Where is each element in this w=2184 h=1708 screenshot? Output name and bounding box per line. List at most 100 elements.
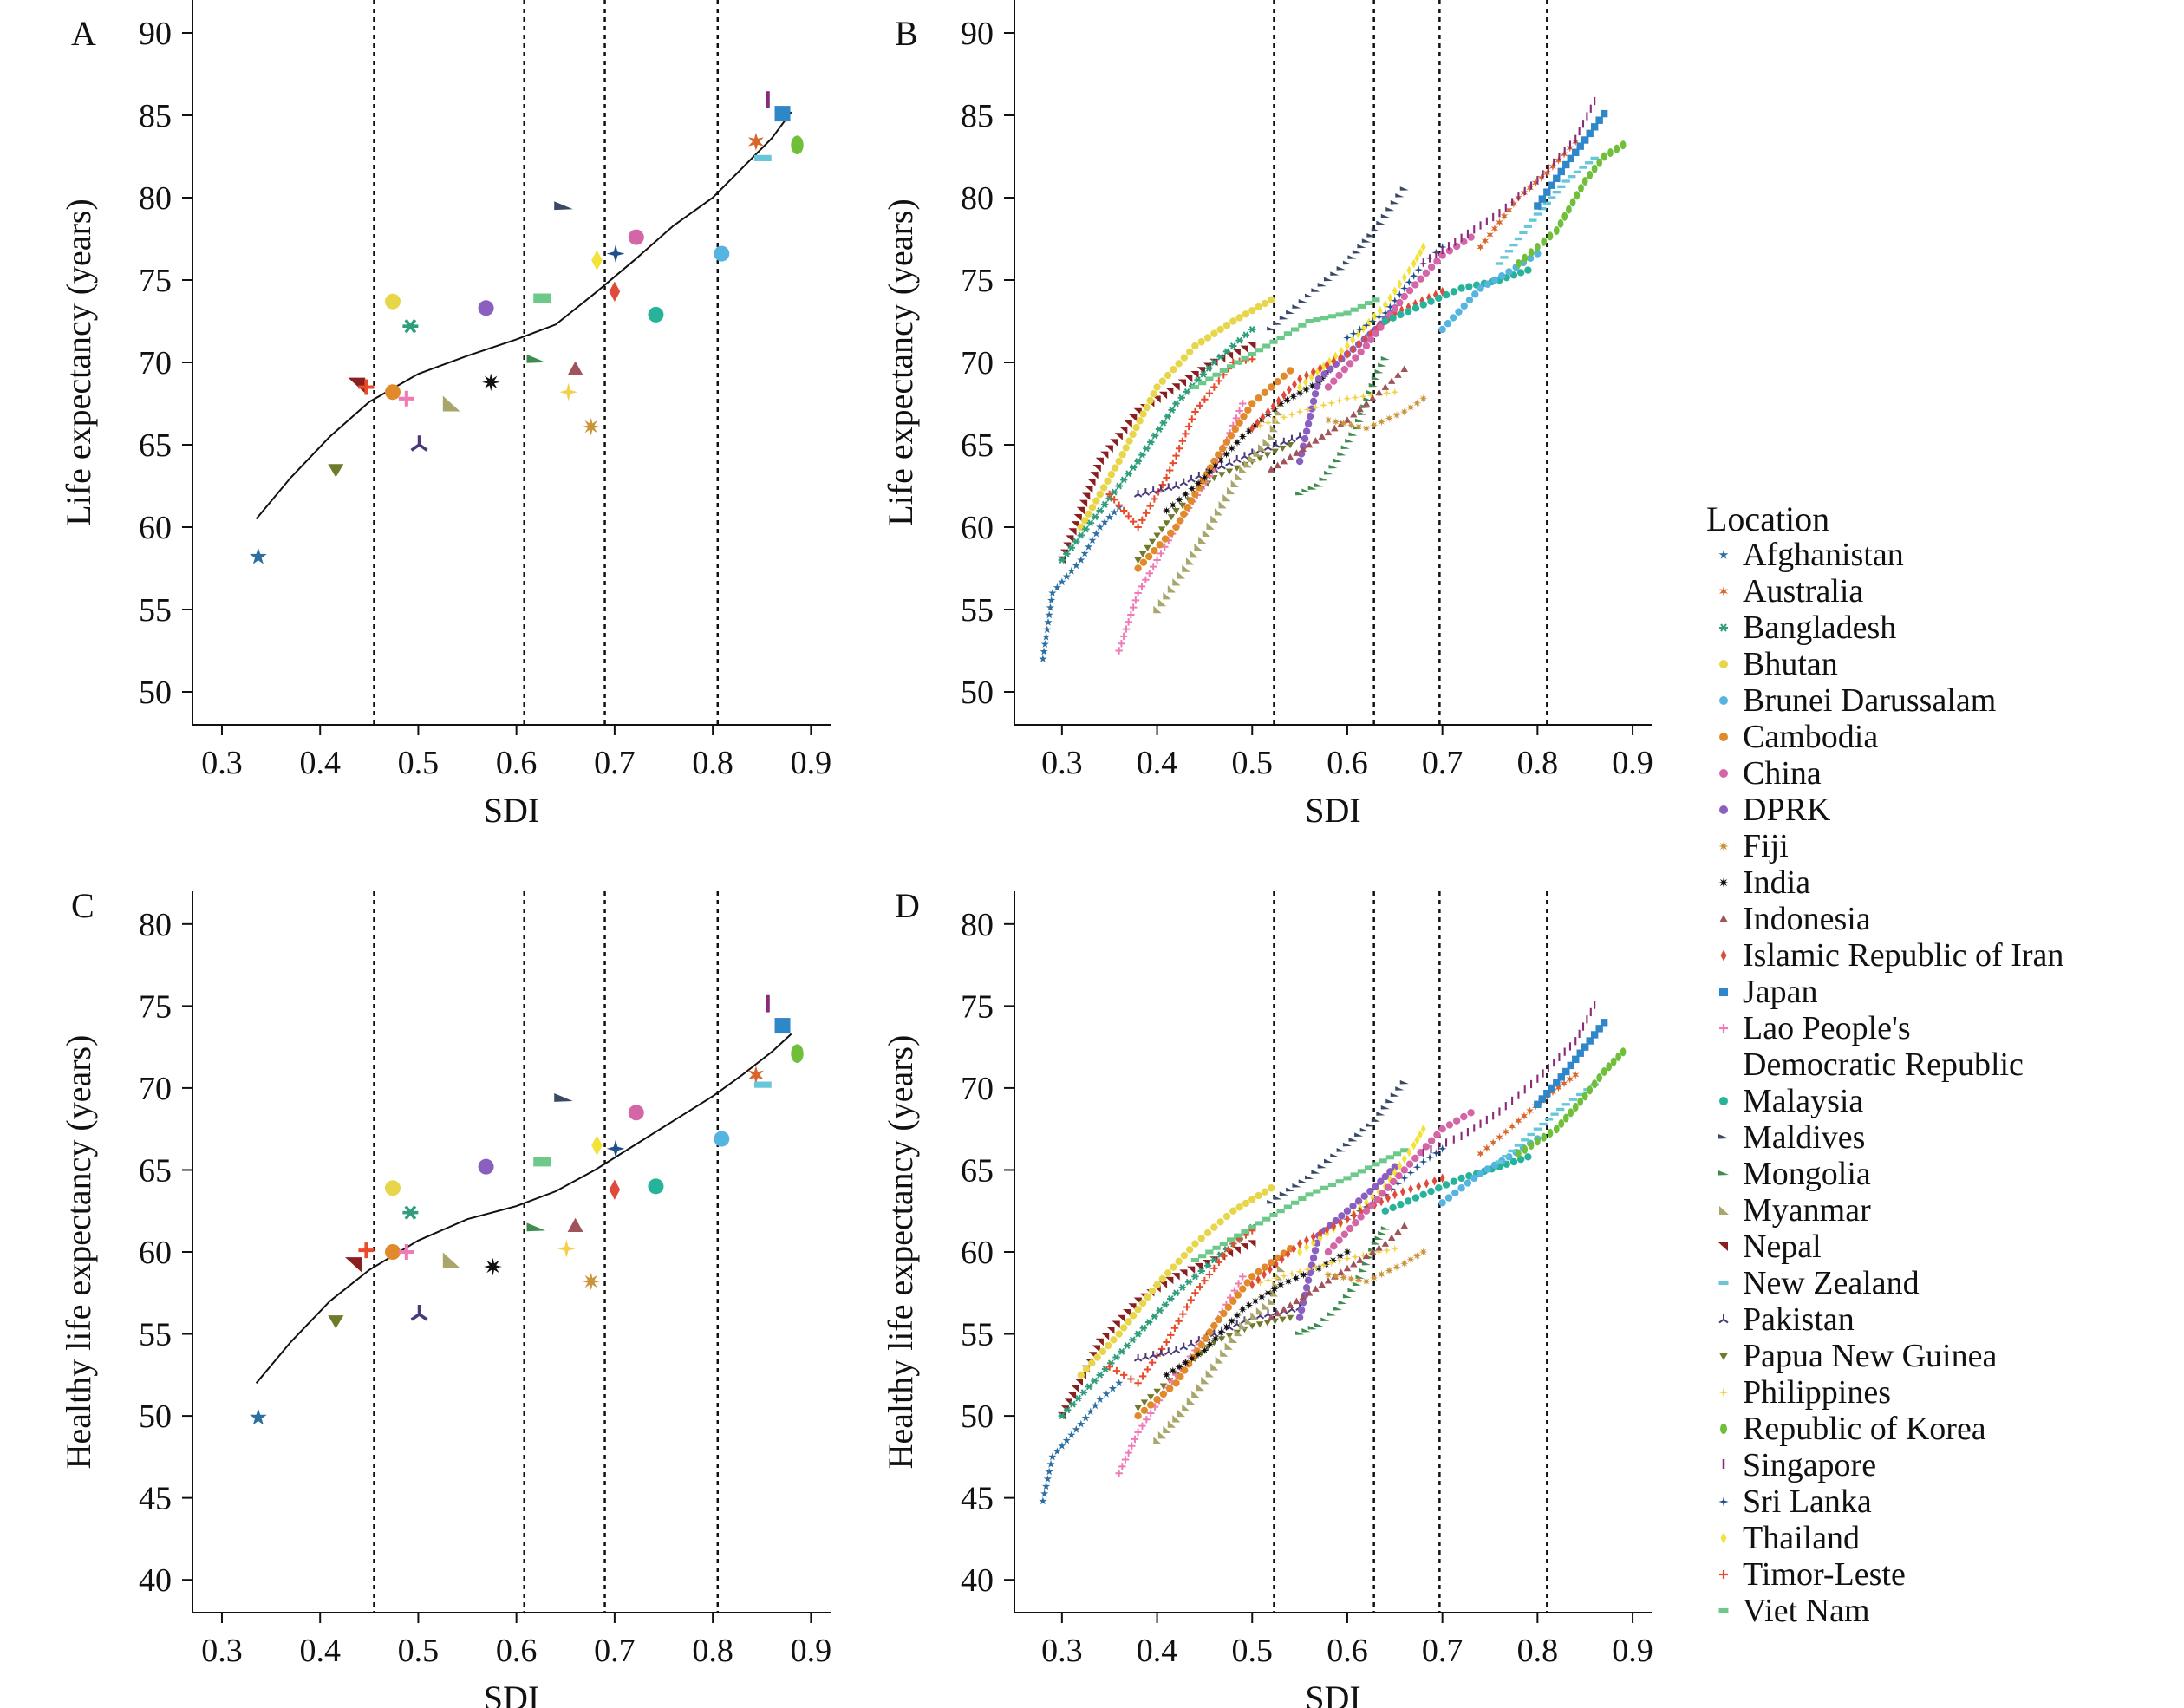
track-point bbox=[1283, 331, 1293, 336]
track-point bbox=[1395, 290, 1405, 299]
track-point bbox=[1177, 1372, 1184, 1381]
track-point bbox=[1399, 407, 1409, 416]
legend-item-viet-nam: Viet Nam bbox=[1718, 1593, 1870, 1629]
track-point bbox=[1191, 1240, 1199, 1248]
track-point bbox=[1196, 1383, 1204, 1392]
track-point bbox=[1125, 512, 1132, 520]
track-point bbox=[1406, 1147, 1412, 1157]
trend-line bbox=[255, 1033, 792, 1384]
track-point bbox=[1445, 247, 1454, 255]
x-tick-label: 0.6 bbox=[1327, 1633, 1368, 1669]
track-point bbox=[1125, 470, 1132, 478]
track-point bbox=[1190, 384, 1200, 390]
track-point bbox=[1230, 479, 1239, 487]
track-point bbox=[1255, 1268, 1262, 1276]
track-point bbox=[1317, 363, 1323, 374]
track-point bbox=[1198, 381, 1207, 386]
track-point bbox=[1380, 213, 1390, 218]
track-point bbox=[1122, 444, 1130, 452]
track-point bbox=[1164, 413, 1171, 420]
track-point bbox=[1229, 1207, 1237, 1215]
track-point bbox=[1539, 1122, 1548, 1126]
track-point bbox=[1298, 1196, 1307, 1202]
track-point bbox=[1118, 1463, 1126, 1470]
track-point bbox=[1107, 471, 1116, 479]
track-japan bbox=[1534, 109, 1608, 210]
track-point bbox=[1175, 445, 1183, 453]
track-point bbox=[1217, 461, 1226, 470]
track-point bbox=[1586, 1037, 1594, 1045]
y-axis-label: Healthy life expectancy (years) bbox=[881, 1035, 920, 1470]
track-point bbox=[1411, 1154, 1419, 1163]
track-point bbox=[1378, 362, 1387, 368]
legend-label: Indonesia bbox=[1743, 901, 1871, 937]
track-point bbox=[1138, 1372, 1147, 1380]
track-point bbox=[1345, 1214, 1350, 1224]
point-afghanistan bbox=[250, 1408, 267, 1425]
legend-label: Bhutan bbox=[1743, 646, 1838, 682]
track-point bbox=[1467, 1109, 1475, 1117]
track-point bbox=[1450, 1177, 1458, 1185]
point-indonesia bbox=[567, 1217, 583, 1232]
track-point bbox=[1068, 528, 1077, 536]
track-point bbox=[1366, 1187, 1374, 1196]
track-point bbox=[1129, 518, 1138, 525]
legend-title: Location bbox=[1706, 499, 1829, 538]
track-point bbox=[1331, 1221, 1337, 1231]
track-point bbox=[1411, 258, 1417, 269]
legend-marker bbox=[1719, 733, 1728, 741]
track-point bbox=[1471, 290, 1479, 298]
track-point bbox=[1427, 1137, 1436, 1144]
track-point bbox=[1138, 583, 1146, 590]
track-point bbox=[1548, 196, 1556, 199]
track-point bbox=[1307, 1325, 1317, 1330]
track-point bbox=[1100, 518, 1109, 526]
track-point bbox=[1172, 523, 1180, 531]
track-point bbox=[1367, 1201, 1376, 1209]
track-point bbox=[1552, 190, 1561, 194]
track-japan bbox=[1534, 1019, 1608, 1109]
track-point bbox=[1224, 352, 1234, 360]
track-point bbox=[1159, 1390, 1168, 1398]
track-point bbox=[1455, 308, 1463, 316]
track-afghanistan bbox=[1039, 1379, 1124, 1505]
track-point bbox=[1153, 383, 1161, 391]
track-point bbox=[1159, 419, 1168, 427]
track-point bbox=[1404, 307, 1412, 316]
track-point bbox=[1313, 382, 1321, 390]
track-point bbox=[1178, 1284, 1187, 1291]
track-point bbox=[1590, 1031, 1599, 1039]
track-point bbox=[1177, 379, 1187, 387]
track-point bbox=[1110, 439, 1118, 447]
track-point bbox=[1409, 271, 1418, 281]
track-republic-of-korea bbox=[1516, 1047, 1627, 1158]
track-point bbox=[1229, 1335, 1238, 1344]
track-point bbox=[1074, 1379, 1083, 1386]
track-point bbox=[1271, 448, 1279, 455]
track-point bbox=[1217, 1336, 1226, 1343]
panel-c: C 40 45 50 55 60 65 70 75 80 0.3 0.4 0.5 0.6 0.7 0.8 0.9… bbox=[59, 886, 831, 1708]
track-point bbox=[1175, 1362, 1183, 1372]
track-point bbox=[1550, 1112, 1559, 1116]
track-point bbox=[1187, 484, 1196, 493]
track-point bbox=[1244, 1301, 1254, 1310]
track-point bbox=[1400, 1187, 1405, 1197]
track-point bbox=[1224, 1246, 1233, 1254]
track-point bbox=[1371, 375, 1380, 381]
track-point bbox=[1505, 205, 1513, 215]
track-point bbox=[1231, 425, 1239, 434]
track-point bbox=[1377, 417, 1386, 427]
track-point bbox=[1485, 217, 1488, 225]
track-point bbox=[1190, 1257, 1200, 1262]
track-point bbox=[1595, 116, 1603, 124]
track-point bbox=[1343, 1248, 1352, 1256]
track-point bbox=[1399, 1174, 1409, 1183]
track-point bbox=[1395, 1172, 1403, 1180]
track-point bbox=[1144, 544, 1151, 551]
y-tick-label: 90 bbox=[139, 16, 172, 52]
track-point bbox=[1320, 370, 1328, 378]
track-point bbox=[1561, 1103, 1570, 1106]
track-point bbox=[1129, 1312, 1138, 1320]
track-point bbox=[1523, 186, 1526, 196]
track-point bbox=[1270, 1284, 1279, 1294]
